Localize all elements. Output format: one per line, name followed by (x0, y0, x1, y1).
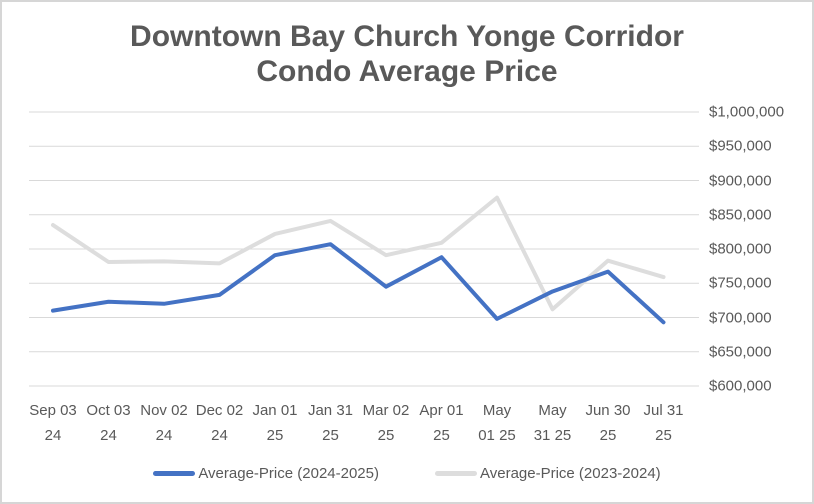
y-axis-label: $800,000 (709, 240, 772, 258)
y-axis-label: $750,000 (709, 274, 772, 292)
x-axis-label: Oct 03 24 (86, 402, 131, 444)
legend-line-gray-icon (435, 471, 477, 476)
y-axis-label: $600,000 (709, 377, 772, 395)
x-axis-label: Jan 01 25 (252, 402, 298, 444)
x-axis-label: Apr 01 25 (419, 402, 464, 444)
legend-line-blue-icon (153, 471, 196, 476)
y-axis-label: $950,000 (709, 137, 772, 155)
series-line--2024-2025 (51, 242, 666, 325)
y-axis-label: $900,000 (709, 172, 772, 189)
x-axis-label: Nov 02 24 (140, 402, 188, 444)
x-axis-label: Jan 31 25 (307, 402, 354, 444)
legend: Average-Price (2024-2025) Average-Price … (2, 465, 812, 482)
x-axis-label: Jul 31 25 (643, 402, 684, 444)
legend-label-2023-2024: Average-Price (2023-2024) (480, 465, 661, 482)
chart-title-line1: Downtown Bay Church Yonge Corridor (130, 20, 684, 53)
chart-title: Downtown Bay Church Yonge Corridor Condo… (2, 19, 812, 89)
y-axis-label: $650,000 (709, 343, 772, 361)
y-axis-label: $700,000 (709, 309, 772, 326)
y-axis-label: $850,000 (709, 206, 772, 224)
legend-label-2024-2025: Average-Price (2024-2025) (198, 465, 379, 482)
legend-item-2024-2025: Average-Price (2024-2025) (153, 465, 379, 482)
x-axis-label: Mar 02 25 (362, 402, 410, 444)
x-axis-label: Jun 30 25 (585, 402, 631, 444)
x-axis-label: Sep 03 24 (29, 402, 77, 444)
legend-item-2023-2024: Average-Price (2023-2024) (435, 465, 661, 482)
x-axis-label: May 01 25 (478, 402, 516, 444)
x-axis-label: May 31 25 (533, 402, 572, 444)
y-axis-label: $1,000,000 (709, 103, 785, 121)
series-line--2023-2024 (51, 195, 666, 312)
x-axis-label: Dec 02 24 (195, 402, 244, 444)
chart-title-line2: Condo Average Price (256, 55, 558, 88)
